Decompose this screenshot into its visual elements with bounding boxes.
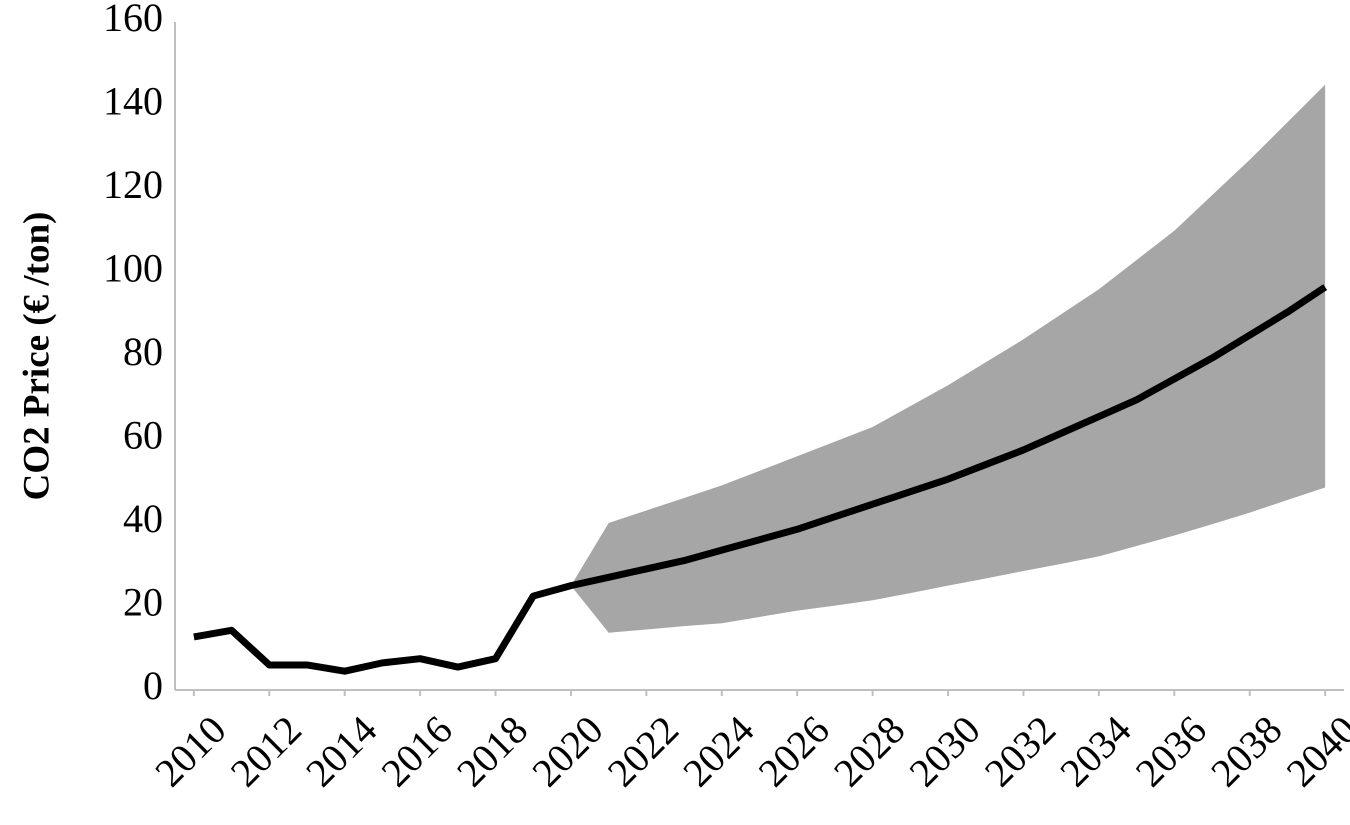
x-tick-label: 2026 bbox=[750, 707, 838, 795]
x-tick-label: 2016 bbox=[372, 707, 460, 795]
x-tick-label: 2036 bbox=[1127, 707, 1215, 795]
x-tick-label: 2012 bbox=[222, 707, 310, 795]
line-series bbox=[193, 284, 1328, 675]
x-tick-label: 2032 bbox=[976, 707, 1064, 795]
x-tick-label: 2028 bbox=[825, 707, 913, 795]
y-tick-label: 40 bbox=[123, 496, 163, 541]
x-tick-label: 2018 bbox=[448, 707, 536, 795]
x-tick-label: 2030 bbox=[900, 707, 988, 795]
y-tick-label: 20 bbox=[123, 580, 163, 625]
x-tick-label: 2024 bbox=[674, 707, 762, 795]
x-tick-label: 2010 bbox=[146, 707, 234, 795]
y-tick-label: 60 bbox=[123, 413, 163, 458]
y-tick-label: 80 bbox=[123, 329, 163, 374]
x-tick-label: 2020 bbox=[523, 707, 611, 795]
y-tick-label: 120 bbox=[103, 162, 163, 207]
x-tick-label: 2040 bbox=[1277, 707, 1350, 795]
x-tick-label: 2038 bbox=[1202, 707, 1290, 795]
y-tick-label: 140 bbox=[103, 79, 163, 124]
x-tick-label: 2014 bbox=[297, 707, 385, 795]
y-axis-title: CO2 Price (€ /ton) bbox=[16, 212, 57, 501]
y-tick-label: 160 bbox=[103, 0, 163, 40]
x-tick-label: 2022 bbox=[599, 707, 687, 795]
x-tick-label: 2034 bbox=[1051, 707, 1139, 795]
y-tick-label: 0 bbox=[143, 663, 163, 708]
y-tick-label: 100 bbox=[103, 246, 163, 291]
uncertainty-band bbox=[570, 84, 1326, 633]
